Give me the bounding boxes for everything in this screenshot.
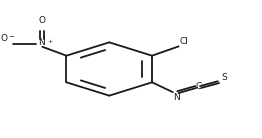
Text: −: − xyxy=(8,34,14,40)
Text: O: O xyxy=(38,16,45,25)
Text: C: C xyxy=(195,82,201,91)
Text: O: O xyxy=(1,34,8,43)
Text: Cl: Cl xyxy=(180,37,189,46)
Text: +: + xyxy=(47,39,52,44)
Text: N: N xyxy=(173,93,180,102)
Text: N: N xyxy=(39,38,45,47)
Text: S: S xyxy=(222,73,227,82)
